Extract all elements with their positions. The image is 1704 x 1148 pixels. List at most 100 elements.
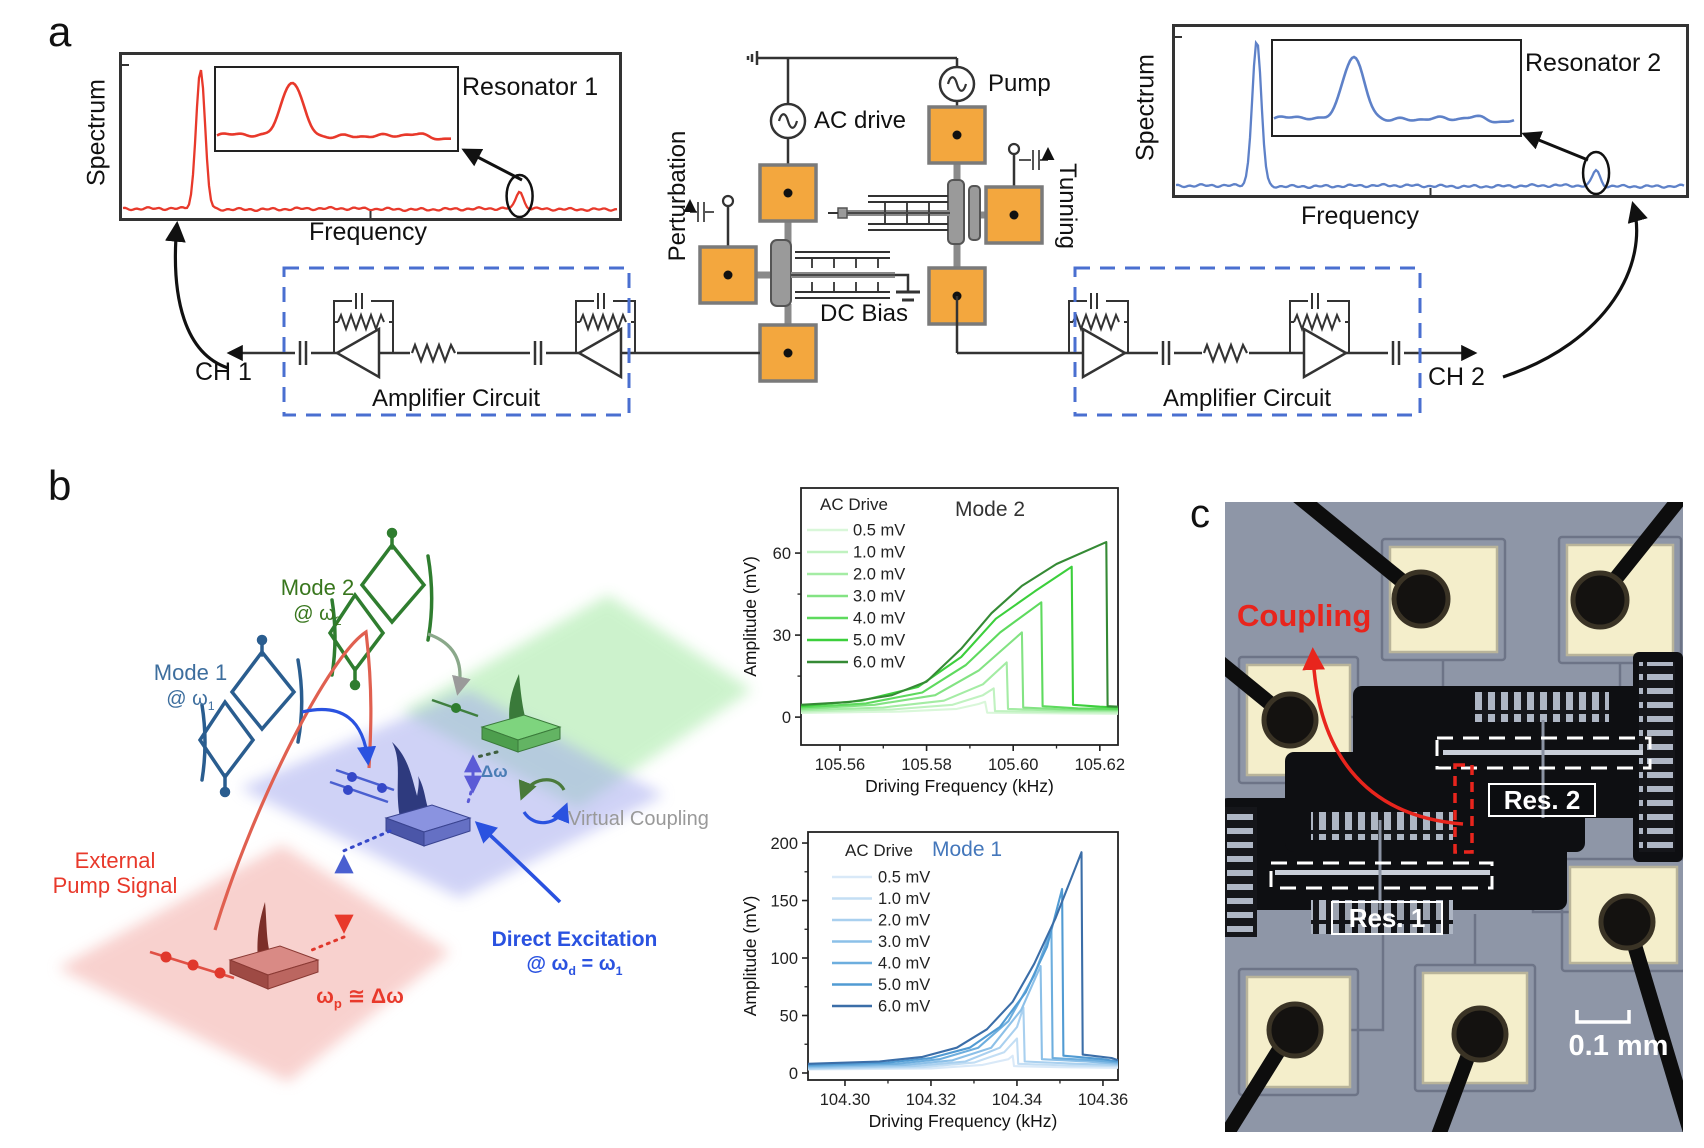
svg-text:5.0 mV: 5.0 mV [878,976,930,994]
spectrum-curve-res2 [1175,36,1685,196]
opamp-icon [1302,326,1349,380]
coupling-label: Coupling [1237,598,1372,633]
spectrum1-xlabel: Frequency [308,218,428,246]
circuit-schematic [165,51,1648,417]
spectrum-inset-res1 [214,66,459,152]
svg-text:105.58: 105.58 [901,756,951,774]
opamp-icon [576,326,623,380]
res1-dashed-outline [1269,861,1494,890]
spectrum-curve-res1 [122,64,618,219]
svg-text:200: 200 [770,835,798,853]
pump-frequency-text: ωp ≅ Δω [316,985,404,1012]
svg-text:3.0 mV: 3.0 mV [878,933,930,951]
svg-text:60: 60 [773,545,791,563]
svg-text:104.30: 104.30 [820,1091,870,1109]
svg-text:0: 0 [782,709,791,727]
mode2-response-arc [427,632,471,696]
spectrum-plot-resonator2: Resonator 2 [1172,24,1689,198]
resonator2-title: Resonator 2 [1525,49,1662,77]
svg-text:4.0 mV: 4.0 mV [878,955,930,973]
svg-text:Driving Frequency (kHz): Driving Frequency (kHz) [869,1111,1058,1131]
virtual-coupling-loop [518,778,570,825]
mode2-response-chart: 105.56 105.58 105.60 105.62 0 30 60 Driving Fre… [740,487,1125,796]
mode1-response-chart: 104.30 104.32 104.34 104.36 0 50 100 150 200 Driv… [740,831,1128,1131]
ch2-to-spectrum-arrow [1502,200,1648,379]
coupling-dashed-outline [1453,763,1474,854]
ac-drive-label: AC drive [814,107,907,134]
virtual-coupling-text: Virtual Coupling [568,808,709,830]
mode2-lattice [327,527,434,691]
dc-bias-label: DC Bias [820,300,909,327]
spectrum-inset-res2 [1271,39,1522,137]
svg-text:0: 0 [789,1065,798,1083]
amplifier-dashed-box-left [282,266,631,417]
panel-b-label: b [48,462,72,509]
pump-source-icon [938,65,976,103]
svg-text:2.0 mV: 2.0 mV [878,912,930,930]
delta-omega-text: Δω [481,762,508,781]
mode1-lattice [197,634,304,798]
svg-text:50: 50 [780,1007,798,1025]
svg-text:104.32: 104.32 [906,1091,956,1109]
panel-a-label: a [48,8,72,55]
amplifier-circuit-left [226,266,760,417]
direct-excitation-text: Direct Excitation @ ωd = ω1 [491,928,658,979]
svg-text:Mode 1: Mode 1 [932,838,1002,861]
res2-label: Res. 2 [1488,783,1596,817]
comb-drive-fingers [1475,692,1609,722]
svg-text:Driving Frequency (kHz): Driving Frequency (kHz) [865,776,1054,796]
svg-text:105.60: 105.60 [988,756,1038,774]
mode2-text: Mode 2 @ ω2 [280,575,355,629]
svg-text:30: 30 [773,627,791,645]
mode1-platform [384,742,472,847]
drive-signal-dots [329,768,395,804]
svg-text:0.5 mV: 0.5 mV [853,522,905,540]
resonator1-mems [770,239,920,307]
resonator1-title: Resonator 1 [462,73,599,101]
pump-signal-arc [213,629,373,931]
svg-text:104.36: 104.36 [1078,1091,1128,1109]
svg-text:6.0 mV: 6.0 mV [878,998,930,1016]
coupling-arrow [1302,647,1464,826]
ac-source-icon [769,102,807,140]
mode1-excitation-arc [301,707,377,766]
svg-text:Mode 2: Mode 2 [955,498,1025,521]
pump-signal-dots [149,950,235,980]
amplifier-circuit-label-left: Amplifier Circuit [371,385,541,412]
svg-text:100: 100 [770,950,798,968]
svg-text:104.34: 104.34 [992,1091,1042,1109]
svg-text:AC Drive: AC Drive [820,495,888,514]
resonator2-mems [828,179,981,245]
pump-platform [228,902,320,990]
svg-text:3.0 mV: 3.0 mV [853,588,905,606]
res1-label: Res. 1 [1331,901,1443,935]
pump-label: Pump [988,70,1051,97]
amplifier-circuit-right [955,266,1478,417]
svg-text:1.0 mV: 1.0 mV [853,544,905,562]
svg-text:AC Drive: AC Drive [845,841,913,860]
opamp-icon [334,326,381,380]
mode1-plane [240,690,664,898]
inset-pointer-arrow-right [1521,131,1589,162]
res2-dashed-outline [1435,736,1652,770]
inset-pointer-arrow-left [461,148,523,182]
external-pump-text: External Pump Signal [52,848,178,899]
amplifier-circuit-label-right: Amplifier Circuit [1162,385,1332,412]
tunning-label: Tunning [1054,163,1081,249]
probe-tips [1261,569,1656,1063]
mode1-text: Mode 1 @ ω1 [153,660,228,714]
svg-text:105.56: 105.56 [815,756,865,774]
scale-bar [1575,1010,1631,1024]
svg-text:150: 150 [770,893,798,911]
mode2-signal-dot [431,698,479,718]
ground-symbol [746,51,759,65]
mode-coupling-illustration [58,527,752,1082]
svg-text:Amplitude (mV): Amplitude (mV) [740,556,760,677]
svg-text:105.62: 105.62 [1075,756,1125,774]
svg-text:1.0 mV: 1.0 mV [878,890,930,908]
panel-c-label: c [1190,492,1210,536]
spectrum2-xlabel: Frequency [1300,202,1420,230]
svg-text:6.0 mV: 6.0 mV [853,654,905,672]
amplifier-dashed-box-right [1073,266,1422,417]
